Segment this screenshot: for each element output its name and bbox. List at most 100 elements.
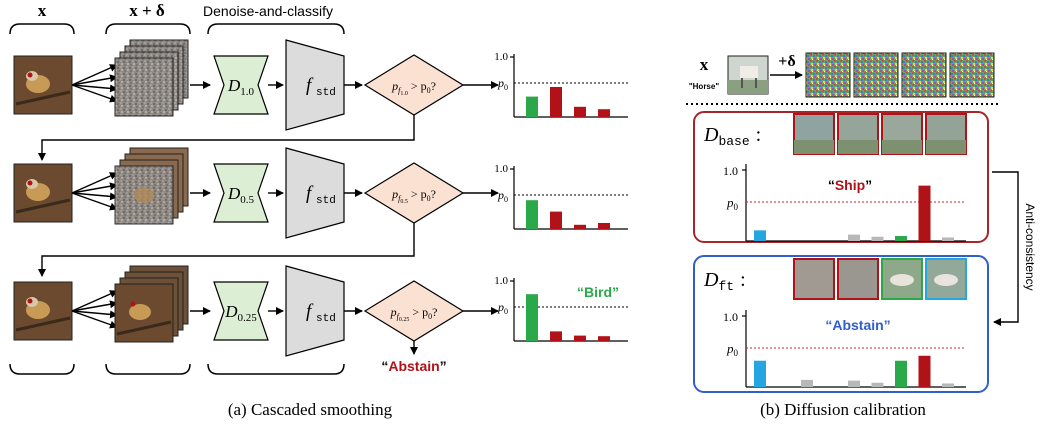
condition-diamond: pf0.5 > p0?	[363, 162, 465, 224]
stage-row-1: D1.0 f std pf1.0 > p0?	[13, 39, 499, 131]
hist-bar	[942, 383, 954, 387]
condition-diamond: pf1.0 > p0?	[363, 54, 465, 116]
horse-image	[727, 55, 769, 95]
hist-bar	[754, 360, 766, 387]
noisy-image-stack	[114, 265, 189, 343]
d-base-label: Dbase:	[703, 124, 761, 149]
classifier-sub: std	[316, 87, 336, 99]
axis-p0-label: p0	[497, 300, 508, 316]
hist-bar	[598, 223, 610, 229]
cascade-arrow-2	[38, 223, 415, 277]
abstain-label-a: “Abstain”	[381, 358, 446, 374]
classifier-block: f std	[285, 265, 345, 357]
brace-bottom-denoise	[207, 363, 345, 375]
axis-p0-label: p0	[726, 195, 739, 212]
hist-bar	[598, 109, 610, 117]
brace-top-noise	[105, 23, 191, 35]
hist-bar	[942, 237, 954, 241]
d-ft-frame	[693, 255, 989, 393]
hist-a-3: 1.0 p0	[494, 275, 628, 342]
panel-a: x x + δ Denoise-and-classify	[9, 1, 628, 419]
hist-bar	[918, 185, 931, 241]
noisy-image-stack	[114, 147, 189, 225]
classifier-f: f	[306, 183, 314, 204]
axis-top-label: 1.0	[494, 275, 508, 287]
hist-bar	[526, 200, 538, 229]
svg-text:pf0.5 > p0?: pf0.5 > p0?	[391, 187, 436, 205]
d-ft-images	[793, 258, 967, 300]
d-base-images	[793, 113, 967, 155]
hist-bar	[895, 236, 907, 241]
hist-ft: 1.0 p0	[723, 310, 966, 388]
hist-bar	[848, 380, 860, 387]
hist-bar	[598, 336, 610, 341]
classifier-sub: std	[316, 195, 336, 207]
histograms-a: 1.0 p0 1.0 p0 1.0 p0	[494, 51, 628, 342]
noisy-image-stack	[114, 39, 189, 117]
denoiser-block: D0.5	[213, 163, 269, 223]
hist-bar	[895, 360, 907, 387]
hist-a-2: 1.0 p0	[494, 163, 628, 230]
axis-top-label: 1.0	[723, 310, 738, 324]
classifier-block: f std	[285, 147, 345, 239]
bird-image	[13, 281, 73, 341]
header-denoise: Denoise-and-classify	[203, 3, 333, 19]
brace-top-x	[9, 23, 75, 35]
panel-b: x "Horse" +δ Dbase:	[686, 52, 1037, 419]
caption-b: (b) Diffusion calibration	[760, 400, 926, 419]
bird-image	[13, 55, 73, 115]
hist-a-1: 1.0 p0	[494, 51, 628, 118]
brace-bottom-x	[9, 363, 75, 375]
classifier-sub: std	[316, 313, 336, 325]
hist-bar	[550, 211, 562, 229]
hist-bar	[848, 234, 860, 241]
hist-bar	[871, 382, 884, 387]
hist-bar	[871, 236, 884, 241]
ship-label: “Ship”	[828, 177, 872, 193]
hist-bar	[574, 224, 586, 229]
bird-image	[13, 163, 73, 223]
condition-diamond: pf0.25 > p0?	[363, 280, 465, 342]
classifier-f: f	[306, 301, 314, 322]
sigma-label: 1.0	[240, 86, 254, 98]
sigma-label: 0.5	[240, 194, 254, 206]
hist-bar	[550, 331, 562, 341]
axis-p0-label: p0	[726, 341, 739, 358]
axis-top-label: 1.0	[494, 163, 508, 175]
sigma-label: 0.25	[238, 312, 258, 324]
svg-text:pf0.25 > p0?: pf0.25 > p0?	[390, 305, 438, 323]
axis-top-label: 1.0	[494, 51, 508, 63]
plus-delta: +δ	[778, 53, 795, 70]
axis-p0-label: p0	[497, 76, 508, 92]
x-label-b: x	[700, 55, 709, 74]
header-x: x	[38, 1, 47, 20]
hist-bar	[574, 106, 586, 117]
svg-text:pf1.0 > p0?: pf1.0 > p0?	[391, 79, 436, 97]
brace-bottom-noise	[105, 363, 191, 375]
hist-bar	[918, 355, 931, 387]
d-base-frame	[693, 111, 989, 243]
abstain-label-b: “Abstain”	[825, 317, 890, 333]
stage-row-2: D0.5 f std pf0.5 > p0?	[13, 147, 499, 239]
cascade-arrow-1	[38, 115, 415, 161]
axis-p0-label: p0	[497, 188, 508, 204]
anti-consistency-arrow	[992, 171, 1019, 326]
d-ft-label: Dft:	[703, 269, 746, 294]
classifier-f: f	[306, 75, 314, 96]
hist-base: 1.0 p0	[723, 164, 966, 242]
hist-bar	[801, 379, 813, 387]
hist-bar	[526, 294, 538, 341]
hist-bar	[526, 96, 538, 117]
caption-a: (a) Cascaded smoothing	[228, 400, 393, 419]
stage-row-3: D0.25 f std pf0.25 > p0?	[13, 265, 499, 357]
hist-bar	[754, 230, 766, 241]
noisy-horse-images	[805, 52, 995, 98]
denoiser-block: D1.0	[213, 55, 269, 115]
header-x-delta: x + δ	[129, 1, 165, 20]
denoiser-block: D0.25	[213, 281, 269, 341]
classifier-block: f std	[285, 39, 345, 131]
brace-top-denoise	[207, 23, 345, 35]
horse-label: "Horse"	[689, 82, 719, 91]
hist-bar	[550, 87, 562, 117]
